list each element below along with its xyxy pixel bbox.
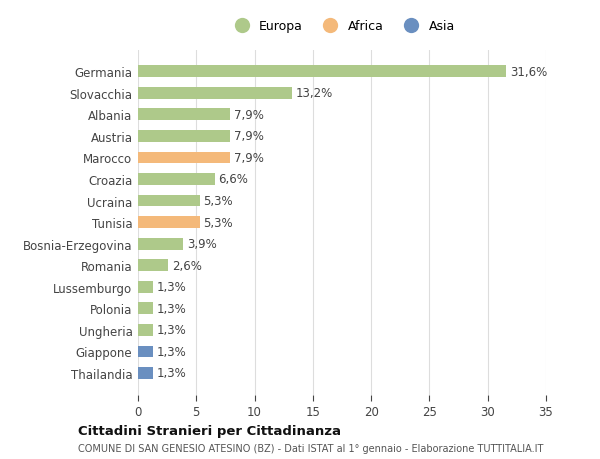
Bar — [138, 195, 200, 207]
Text: 5,3%: 5,3% — [203, 216, 233, 229]
Text: 1,3%: 1,3% — [157, 345, 187, 358]
Bar — [138, 346, 153, 358]
Text: Cittadini Stranieri per Cittadinanza: Cittadini Stranieri per Cittadinanza — [78, 424, 341, 437]
Text: 2,6%: 2,6% — [172, 259, 202, 272]
Text: 3,9%: 3,9% — [187, 238, 217, 251]
Bar — [138, 260, 169, 272]
Bar — [138, 238, 184, 250]
Bar — [138, 367, 153, 379]
Text: 7,9%: 7,9% — [233, 130, 263, 143]
Bar — [138, 174, 215, 185]
Text: 5,3%: 5,3% — [203, 195, 233, 207]
Text: COMUNE DI SAN GENESIO ATESINO (BZ) - Dati ISTAT al 1° gennaio - Elaborazione TUT: COMUNE DI SAN GENESIO ATESINO (BZ) - Dat… — [78, 443, 544, 453]
Bar — [138, 131, 230, 142]
Text: 1,3%: 1,3% — [157, 367, 187, 380]
Text: 1,3%: 1,3% — [157, 302, 187, 315]
Bar — [138, 152, 230, 164]
Text: 6,6%: 6,6% — [218, 173, 248, 186]
Bar — [138, 217, 200, 229]
Bar — [138, 281, 153, 293]
Text: 1,3%: 1,3% — [157, 280, 187, 294]
Bar — [138, 303, 153, 314]
Bar — [138, 324, 153, 336]
Text: 7,9%: 7,9% — [233, 151, 263, 165]
Bar — [138, 88, 292, 100]
Text: 13,2%: 13,2% — [295, 87, 332, 100]
Text: 31,6%: 31,6% — [510, 66, 547, 78]
Bar — [138, 109, 230, 121]
Text: 1,3%: 1,3% — [157, 324, 187, 336]
Legend: Europa, Africa, Asia: Europa, Africa, Asia — [224, 16, 460, 39]
Bar — [138, 66, 506, 78]
Text: 7,9%: 7,9% — [233, 109, 263, 122]
